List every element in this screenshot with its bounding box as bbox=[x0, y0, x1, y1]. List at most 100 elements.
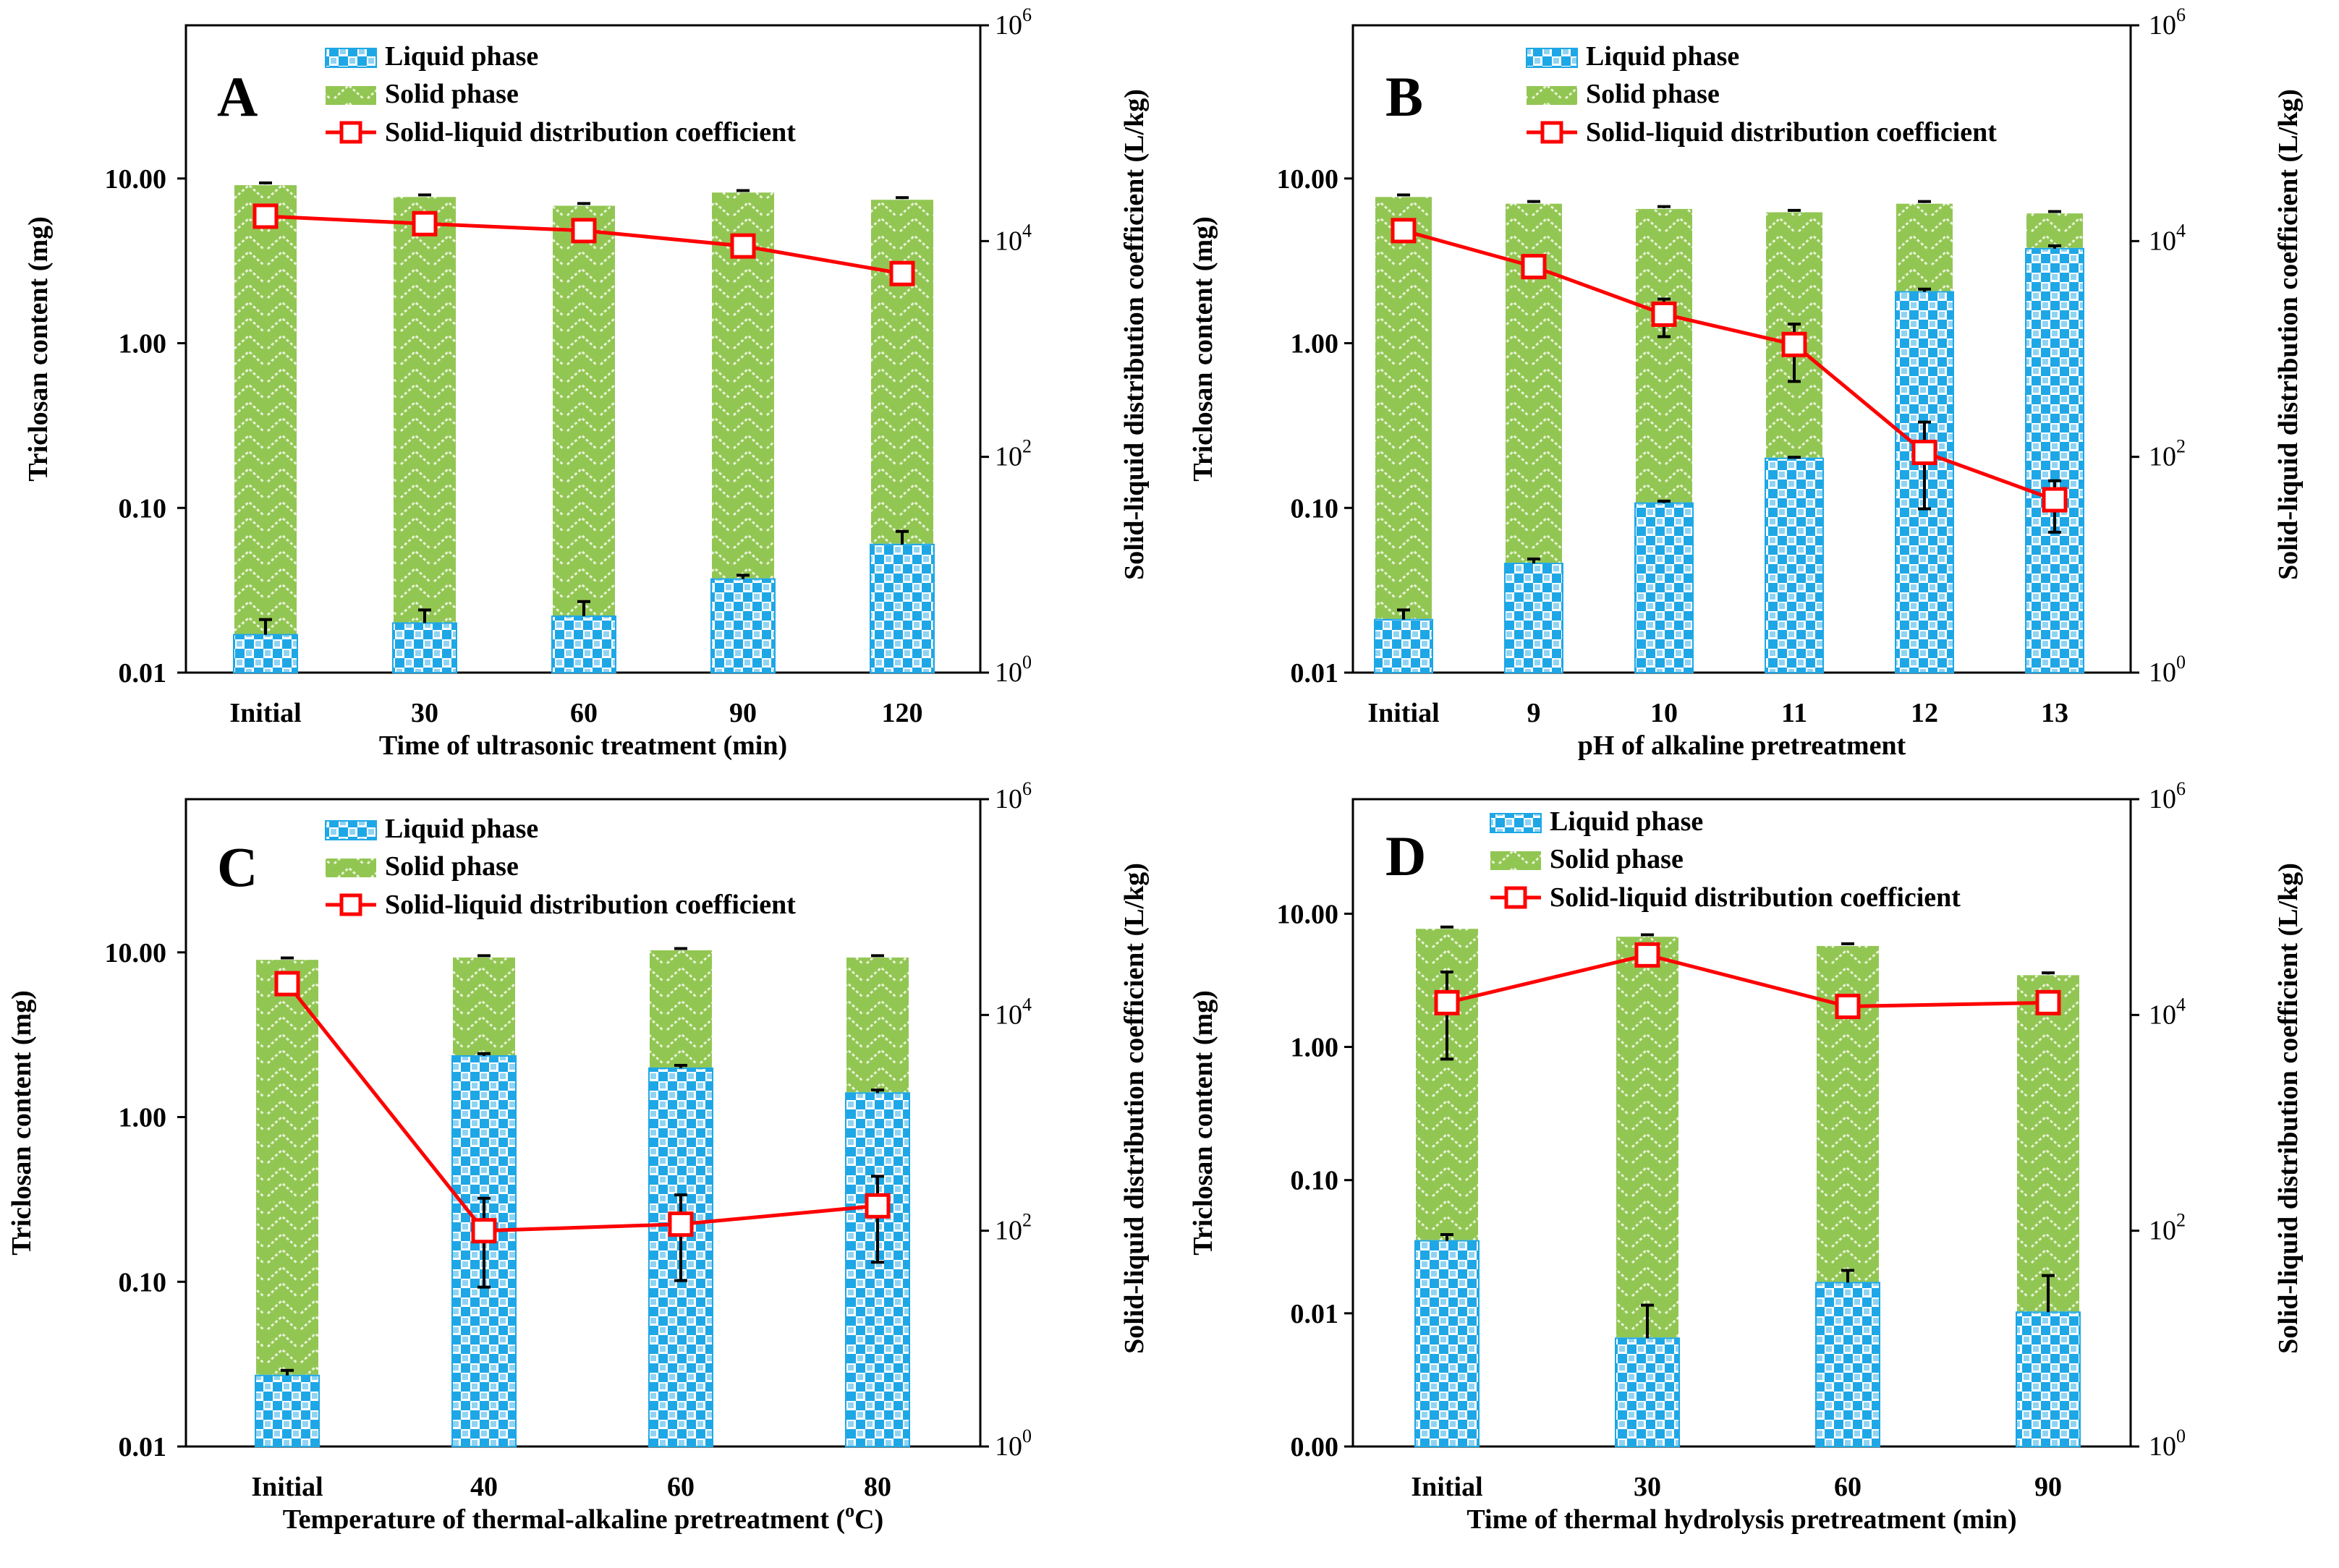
x-tick-label: 13 bbox=[2041, 698, 2068, 728]
bar-liquid-phase bbox=[1634, 502, 1694, 673]
legend-kd-label: Solid-liquid distribution coefficient bbox=[1586, 117, 1997, 148]
x-tick-label: 90 bbox=[2034, 1472, 2062, 1502]
bar-liquid-phase bbox=[551, 615, 616, 674]
y-tick-label: 10.00 bbox=[1277, 899, 1339, 929]
legend-kd-label: Solid-liquid distribution coefficient bbox=[1550, 882, 1961, 913]
kd-marker bbox=[2035, 989, 2061, 1015]
x-tick-label: 11 bbox=[1781, 698, 1807, 728]
bar-solid-phase bbox=[451, 955, 517, 1057]
bar-liquid-phase bbox=[1414, 1240, 1480, 1447]
y-tick-label: 0.01 bbox=[1291, 1299, 1339, 1329]
legend: Liquid phase Solid phase Solid-liquid dist… bbox=[1490, 806, 1961, 913]
y-tick-label: 0.00 bbox=[1291, 1432, 1339, 1462]
kd-marker bbox=[471, 1218, 497, 1244]
panel-a: 0.01 0.10 1.00 10.00 100 102 104 106 Triclosan c… bbox=[23, 4, 1150, 761]
x-axis-label: Time of ultrasonic treatment (min) bbox=[379, 730, 787, 761]
legend-solid-swatch bbox=[326, 86, 376, 105]
kd-marker bbox=[889, 260, 915, 286]
legend-liquid-swatch bbox=[1526, 48, 1578, 68]
kd-line bbox=[1403, 229, 2055, 502]
y2-tick-label: 100 bbox=[2149, 652, 2186, 688]
y-tick-label: 1.00 bbox=[119, 1103, 167, 1133]
x-tick-label: 60 bbox=[667, 1472, 695, 1502]
x-axis-label: Time of thermal hydrolysis pretreatment … bbox=[1466, 1504, 2016, 1535]
x-tick-label: 30 bbox=[411, 698, 438, 728]
kd-marker bbox=[1434, 989, 1460, 1015]
y2-axis-label: Solid-liquid distribution coefficient (L… bbox=[2273, 89, 2304, 580]
y-axis-label: Triclosan content (mg) bbox=[1188, 216, 1218, 482]
panel-c: 0.01 0.10 1.00 10.00 100 102 104 106 Triclosan c… bbox=[7, 778, 1150, 1535]
bar-solid-phase bbox=[1374, 195, 1433, 621]
y-tick-label: 0.01 bbox=[1291, 658, 1339, 689]
y-tick-label: 1.00 bbox=[119, 329, 167, 359]
bar-liquid-phase bbox=[710, 578, 776, 673]
legend-solid-swatch bbox=[326, 858, 376, 877]
legend-solid-label: Solid phase bbox=[385, 851, 519, 882]
kd-marker bbox=[252, 203, 279, 229]
bar-solid-phase bbox=[648, 948, 713, 1069]
bar-solid-phase bbox=[551, 204, 616, 618]
bar-solid-phase bbox=[1615, 935, 1680, 1339]
kd-marker bbox=[1911, 439, 1937, 465]
bar-liquid-phase bbox=[1615, 1337, 1680, 1448]
bar-solid-phase bbox=[845, 955, 910, 1094]
legend-kd-marker bbox=[1504, 886, 1527, 909]
y-tick-label: 1.00 bbox=[1291, 329, 1339, 359]
y2-tick-label: 102 bbox=[995, 436, 1032, 472]
legend-kd-label: Solid-liquid distribution coefficient bbox=[385, 117, 796, 148]
bar-liquid-phase bbox=[2016, 1311, 2081, 1448]
y-tick-label: 10.00 bbox=[105, 938, 167, 968]
y2-tick-label: 106 bbox=[2149, 4, 2186, 41]
kd-marker bbox=[865, 1193, 891, 1219]
x-tick-label: Initial bbox=[251, 1472, 323, 1502]
plot-frame bbox=[1351, 24, 2132, 674]
y-tick-label: 0.01 bbox=[119, 1432, 167, 1462]
panel-letter: A bbox=[217, 65, 258, 128]
bar-solid-phase bbox=[255, 958, 320, 1376]
x-tick-label: Initial bbox=[229, 698, 301, 728]
y-tick-label: 0.10 bbox=[1291, 1166, 1339, 1196]
y-tick-label: 10.00 bbox=[1277, 164, 1339, 195]
bar-liquid-phase bbox=[1374, 618, 1433, 673]
legend-solid-swatch bbox=[1490, 851, 1541, 870]
bar-solid-phase bbox=[2025, 212, 2084, 250]
y2-tick-label: 106 bbox=[995, 4, 1032, 41]
y2-axis-label: Solid-liquid distribution coefficient (L… bbox=[2273, 863, 2304, 1354]
x-tick-label: Initial bbox=[1411, 1472, 1482, 1502]
kd-line bbox=[1446, 953, 2049, 1009]
bar-solid-phase bbox=[2016, 973, 2081, 1313]
kd-marker bbox=[412, 210, 438, 237]
legend-liquid-swatch bbox=[325, 820, 377, 840]
bar-liquid-phase bbox=[233, 634, 298, 673]
bar-solid-phase bbox=[1895, 202, 1954, 293]
bar-liquid-phase bbox=[1895, 291, 1954, 674]
kd-marker bbox=[274, 971, 300, 997]
legend-kd-label: Solid-liquid distribution coefficient bbox=[385, 890, 796, 920]
y-tick-label: 0.10 bbox=[119, 1267, 167, 1298]
y2-tick-label: 102 bbox=[2149, 1210, 2186, 1246]
y-tick-label: 0.01 bbox=[119, 658, 167, 689]
legend-kd-marker bbox=[1540, 121, 1563, 144]
y-axis-label: Triclosan content (mg) bbox=[1188, 990, 1218, 1256]
x-axis-label: pH of alkaline pretreatment bbox=[1578, 730, 1906, 761]
x-tick-label: 10 bbox=[1650, 698, 1678, 728]
legend-liquid-swatch bbox=[1490, 813, 1542, 833]
bar-solid-phase bbox=[870, 198, 935, 545]
x-tick-label: 30 bbox=[1634, 1472, 1661, 1502]
x-tick-label: Initial bbox=[1367, 698, 1439, 728]
legend-liquid-label: Liquid phase bbox=[1550, 806, 1703, 837]
legend: Liquid phase Solid phase Solid-liquid dist… bbox=[325, 814, 796, 920]
legend-liquid-label: Liquid phase bbox=[385, 41, 538, 72]
x-tick-label: 9 bbox=[1527, 698, 1541, 728]
bar-solid-phase bbox=[392, 195, 457, 624]
y2-tick-label: 100 bbox=[995, 1426, 1032, 1462]
y2-tick-label: 104 bbox=[2149, 994, 2186, 1030]
bar-liquid-phase bbox=[1504, 563, 1563, 673]
panel-b: 0.01 0.10 1.00 10.00 100 102 104 106 Triclosan c… bbox=[1188, 4, 2304, 761]
legend: Liquid phase Solid phase Solid-liquid dist… bbox=[1526, 41, 1997, 148]
kd-marker bbox=[668, 1211, 694, 1237]
legend-solid-label: Solid phase bbox=[1550, 844, 1684, 874]
panel-letter: D bbox=[1385, 825, 1426, 887]
bar-solid-phase bbox=[233, 184, 298, 636]
y-tick-label: 10.00 bbox=[105, 164, 167, 195]
